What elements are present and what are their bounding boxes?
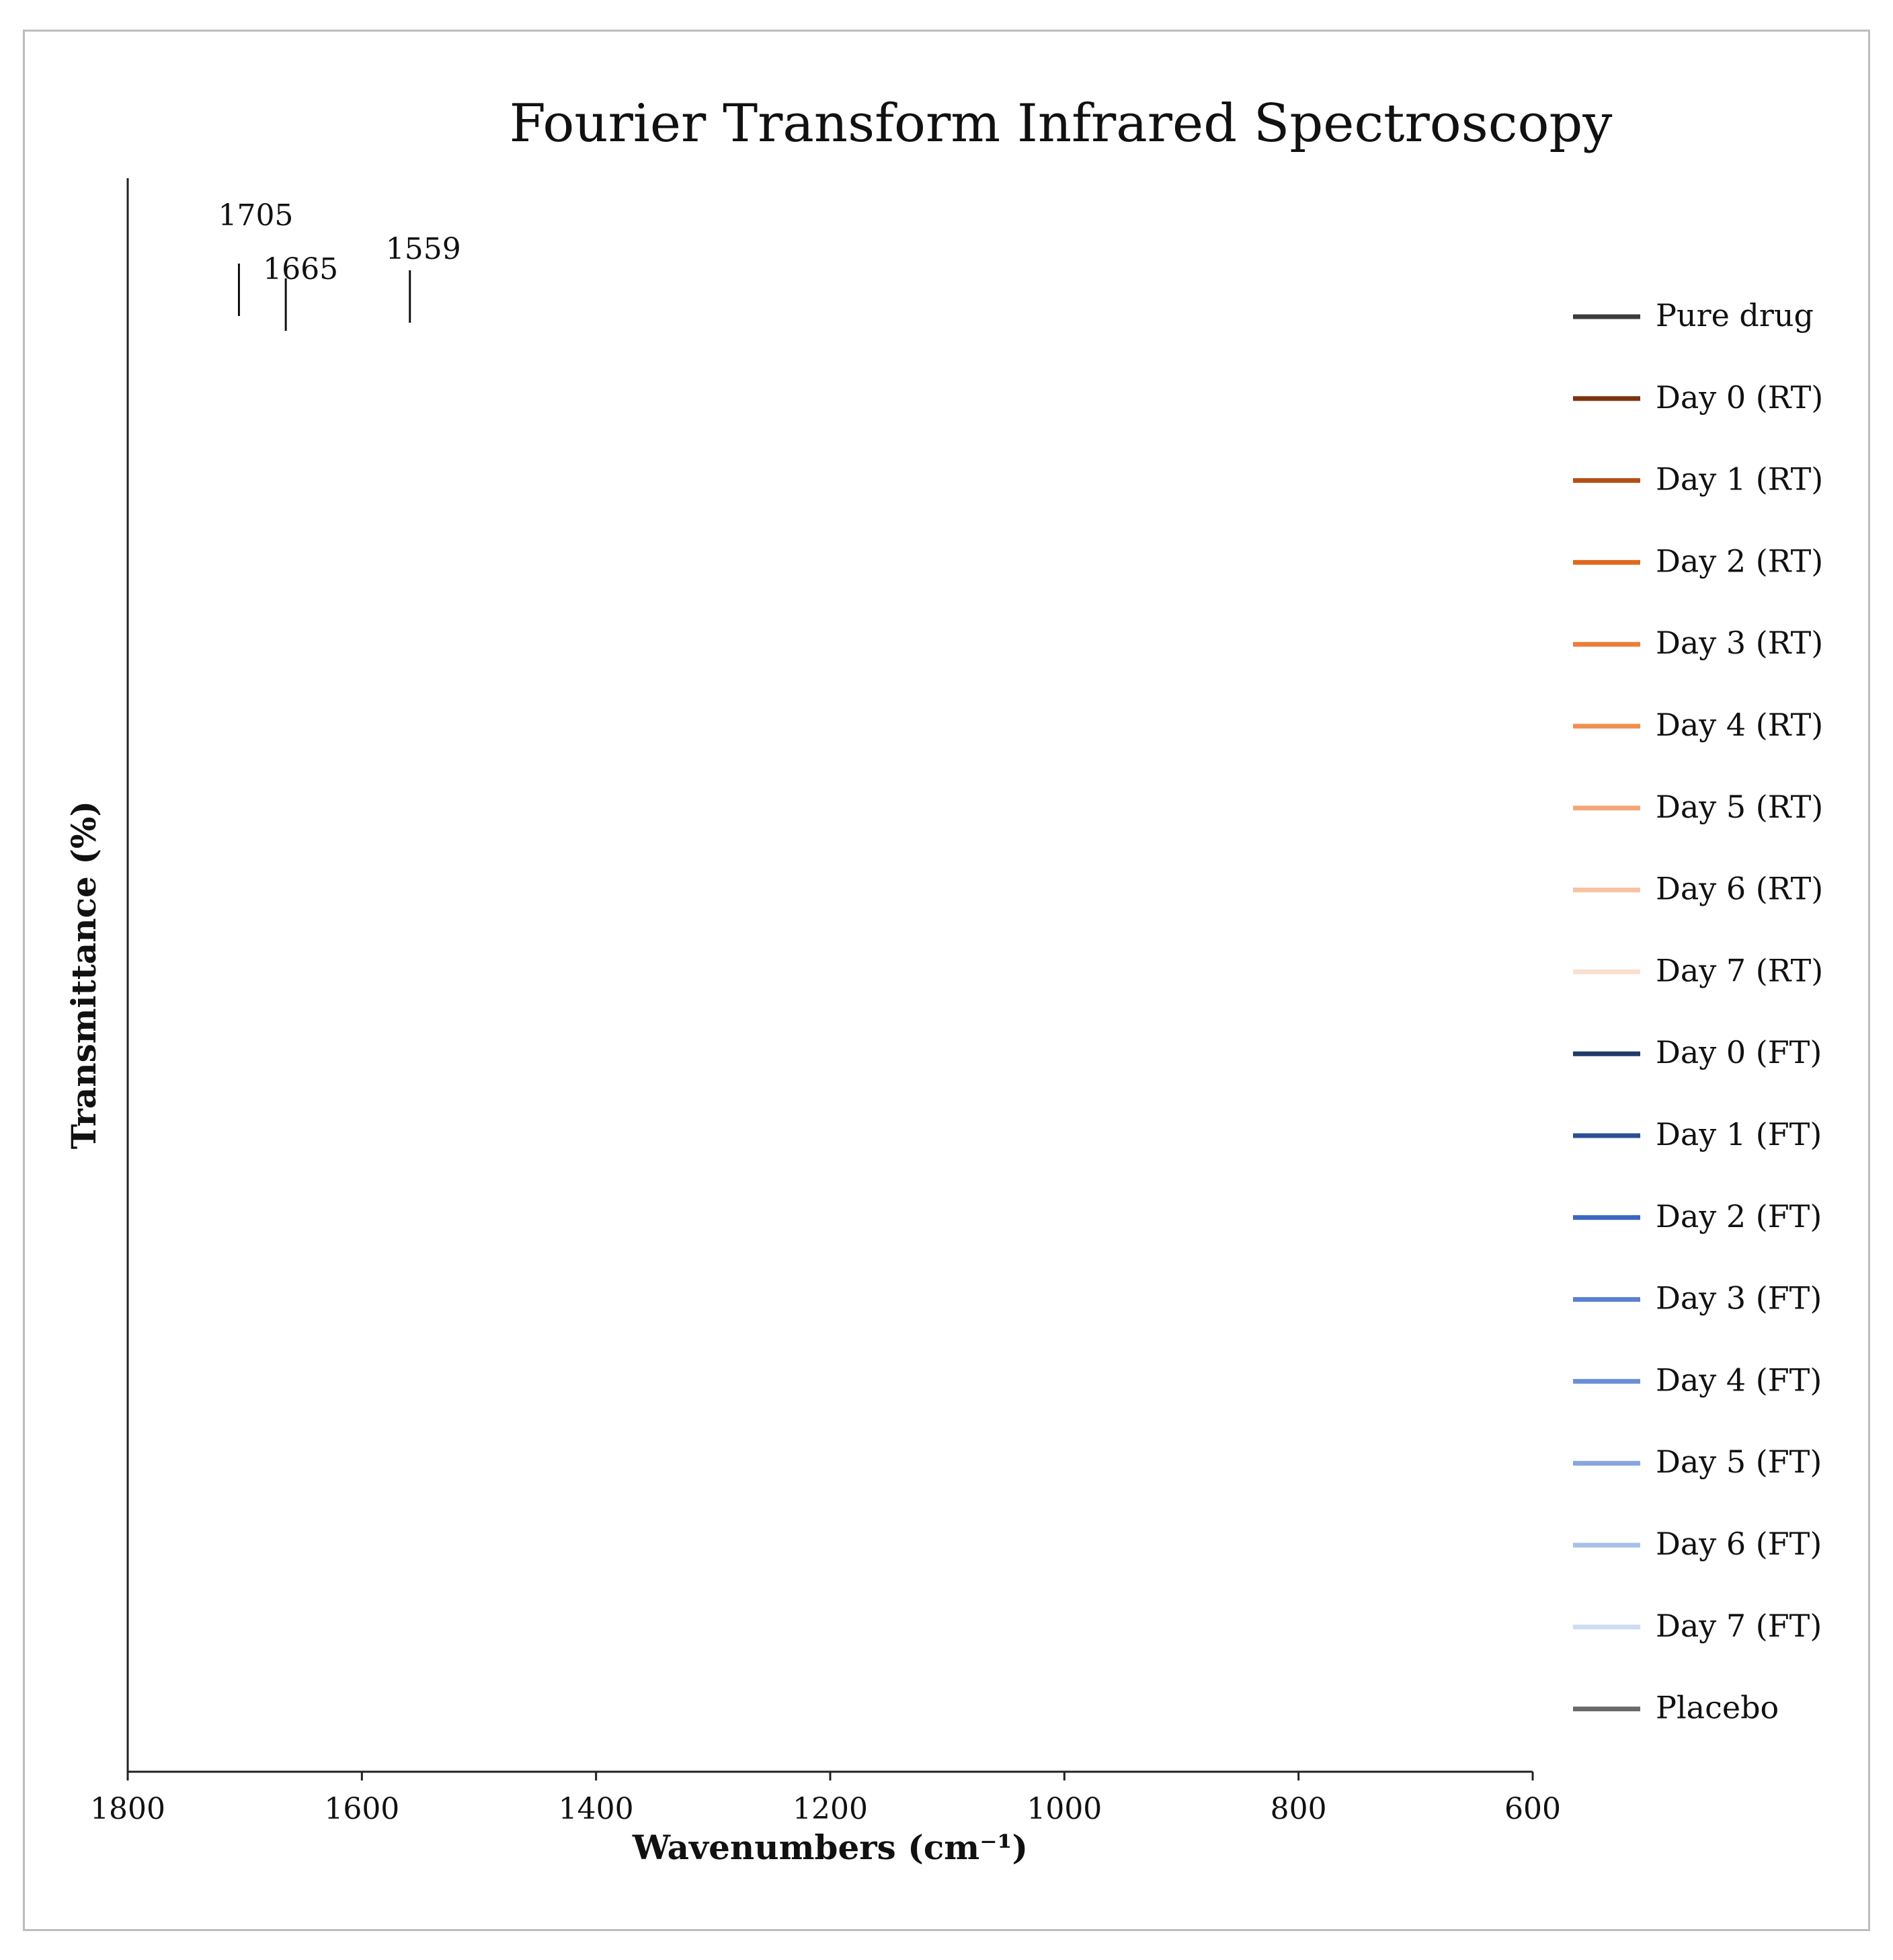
legend-label: Day 7 (FT) xyxy=(1656,1608,1822,1644)
peak-label: 1665 xyxy=(263,252,338,286)
x-tick-label: 1600 xyxy=(324,1792,399,1826)
legend-label: Day 0 (RT) xyxy=(1656,379,1823,416)
legend-label: Day 5 (RT) xyxy=(1656,789,1823,825)
x-tick-labels: 1800 1600 1400 1200 1000 800 600 xyxy=(90,1792,1561,1826)
legend-label: Day 7 (RT) xyxy=(1656,952,1823,988)
x-axis-title: Wavenumbers (cm⁻¹) xyxy=(632,1828,1028,1867)
legend-label: Day 0 (FT) xyxy=(1656,1034,1822,1070)
legend-label: Day 1 (FT) xyxy=(1656,1116,1822,1152)
x-tick-label: 1400 xyxy=(559,1792,634,1826)
figure-frame xyxy=(23,30,1870,1931)
legend-label: Day 4 (RT) xyxy=(1656,707,1823,743)
x-tick-label: 1200 xyxy=(793,1792,868,1826)
x-ticks xyxy=(126,1772,1534,1780)
peak-label: 1705 xyxy=(218,198,293,233)
y-axis-title: Transmittance (%) xyxy=(64,801,104,1149)
peak-label: 1559 xyxy=(386,232,461,266)
legend-label: Day 2 (FT) xyxy=(1656,1198,1822,1234)
x-tick-label: 1000 xyxy=(1026,1792,1102,1826)
peak-annotations: 1705 1665 1559 xyxy=(218,198,461,331)
legend-label: Day 2 (RT) xyxy=(1656,543,1823,579)
chart-title: Fourier Transform Infrared Spectroscopy xyxy=(510,93,1613,154)
legend-label: Day 6 (FT) xyxy=(1656,1526,1822,1562)
legend-label: Day 5 (FT) xyxy=(1656,1444,1822,1480)
legend-label: Day 4 (FT) xyxy=(1656,1362,1822,1398)
axes xyxy=(126,178,1533,1773)
legend-label: Pure drug xyxy=(1656,297,1814,334)
x-tick-label: 600 xyxy=(1504,1792,1561,1826)
legend-label: Day 1 (RT) xyxy=(1656,461,1823,498)
legend-label: Placebo xyxy=(1656,1690,1779,1726)
x-tick-label: 800 xyxy=(1271,1792,1327,1826)
legend-label: Day 3 (RT) xyxy=(1656,625,1823,661)
legend: Pure drug Day 0 (RT) Day 1 (RT) Day 2 (RT) D… xyxy=(1573,297,1823,1726)
legend-label: Day 6 (RT) xyxy=(1656,871,1823,907)
x-tick-label: 1800 xyxy=(90,1792,165,1826)
legend-label: Day 3 (FT) xyxy=(1656,1280,1822,1317)
